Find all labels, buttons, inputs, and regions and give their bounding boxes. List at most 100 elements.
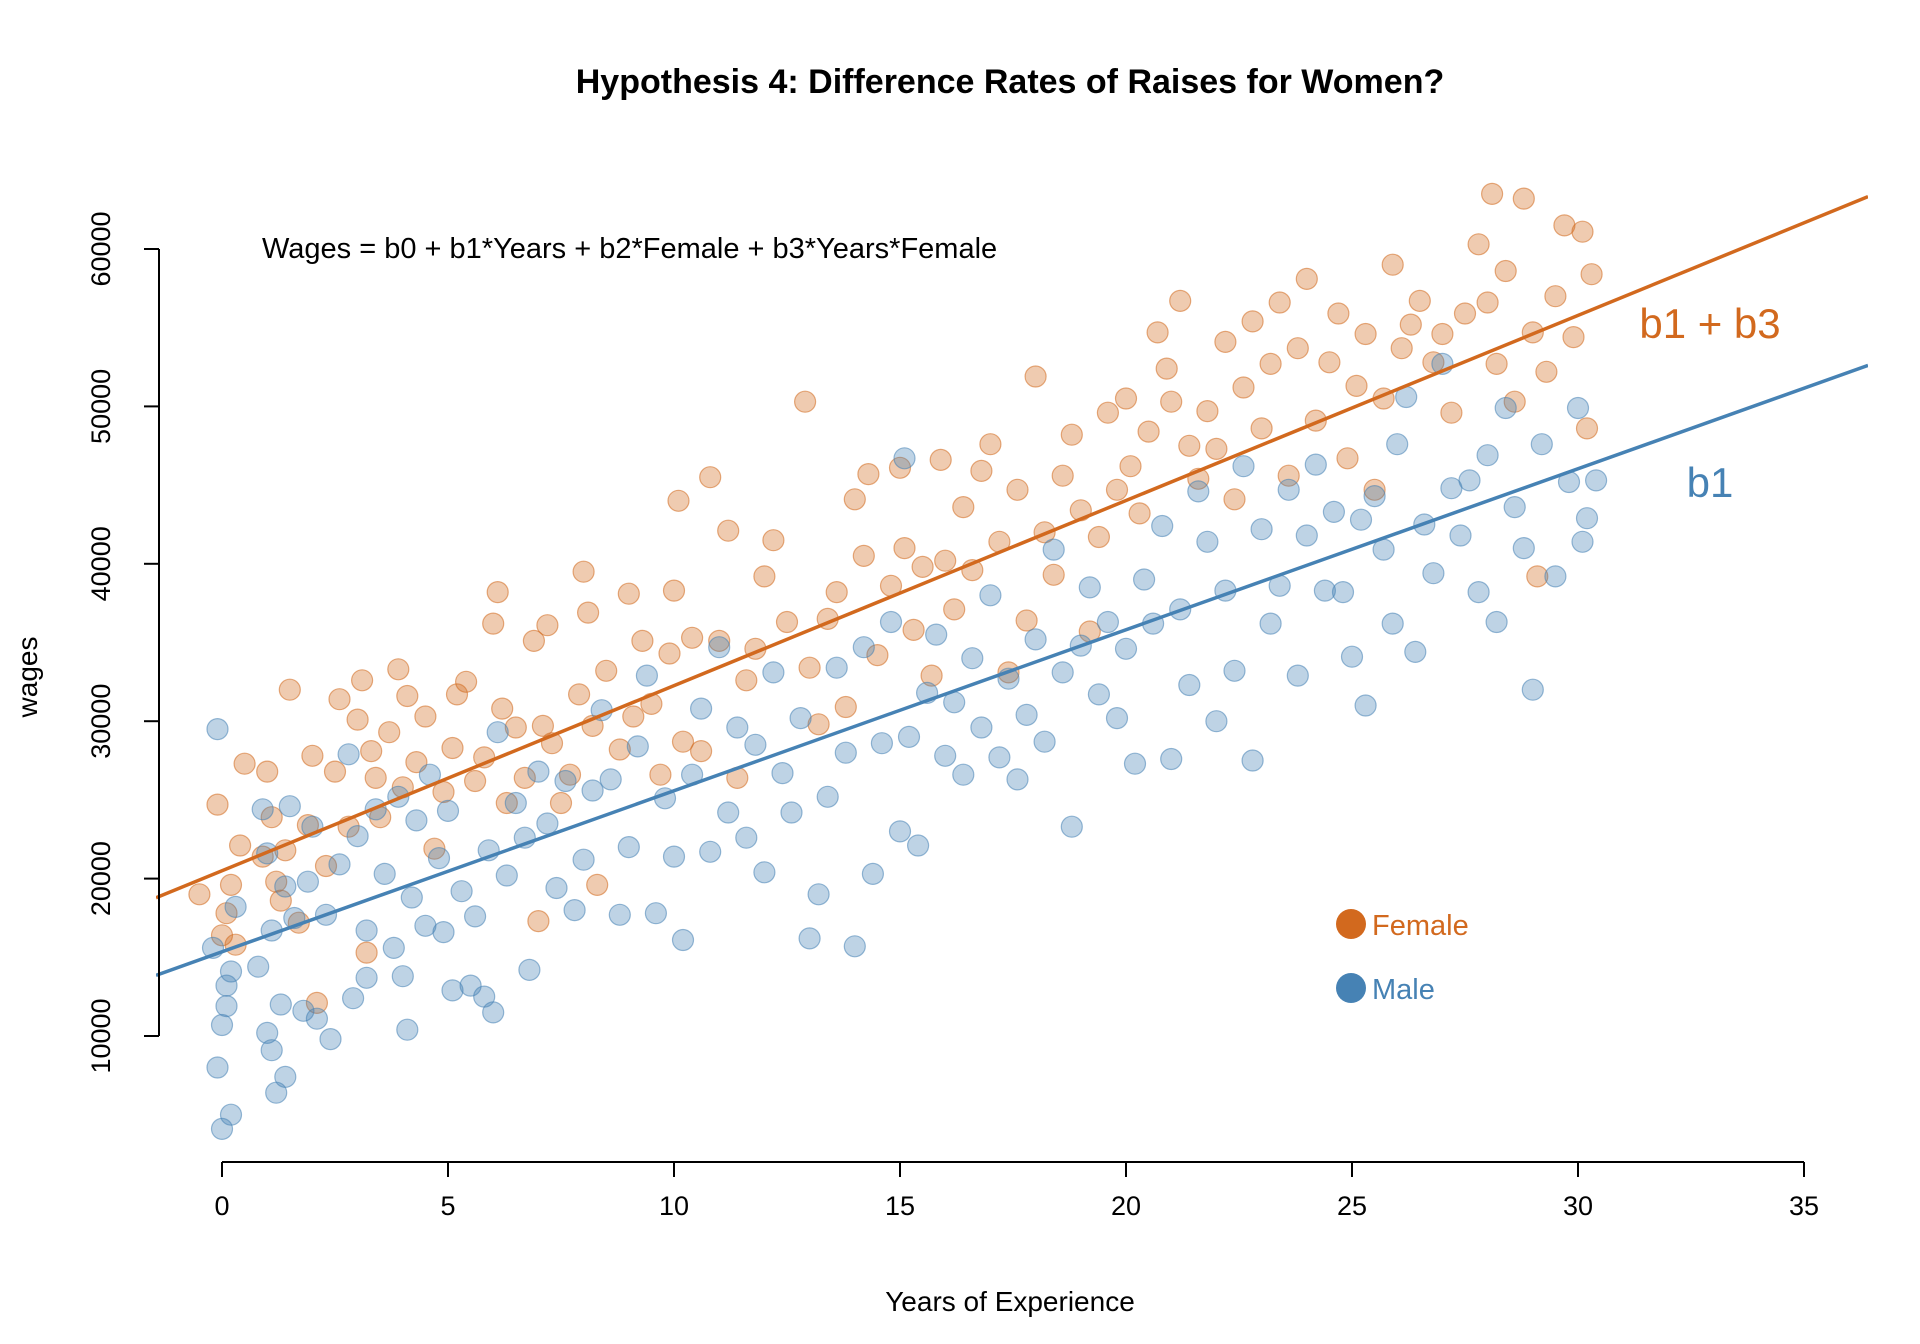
female-point	[1114, 387, 1138, 410]
female-point	[1024, 365, 1047, 388]
female-point	[762, 529, 785, 552]
male-point	[635, 664, 659, 687]
female-point	[952, 496, 975, 519]
female-point	[346, 708, 369, 731]
female-point	[1512, 187, 1535, 210]
male-point	[269, 993, 292, 1016]
female-point	[929, 448, 952, 471]
male-point	[1232, 455, 1255, 478]
female-point	[328, 688, 351, 711]
male-point	[1196, 530, 1219, 553]
female-point	[1431, 322, 1454, 346]
male-point	[599, 768, 622, 791]
female-point	[1096, 401, 1120, 424]
male-point	[337, 743, 360, 766]
male-point	[798, 927, 821, 950]
male-point	[807, 883, 830, 906]
female-point	[1137, 420, 1160, 443]
male-point	[436, 799, 460, 823]
legend-female-marker	[1336, 909, 1366, 939]
male-point	[1340, 645, 1364, 668]
female-point	[775, 610, 799, 634]
x-tick-label: 35	[1789, 1191, 1819, 1221]
male-point	[816, 785, 839, 808]
female-point	[188, 883, 211, 906]
female-point	[1494, 259, 1517, 283]
male-point	[527, 760, 550, 783]
female-point	[531, 714, 555, 738]
female-point	[219, 873, 243, 897]
male-point	[1566, 396, 1590, 420]
male-point	[735, 826, 758, 849]
male-point	[879, 610, 903, 634]
male-point	[1386, 433, 1409, 456]
female-point	[1336, 447, 1359, 470]
male-point	[1060, 815, 1083, 838]
male-point	[210, 1117, 234, 1141]
male-point	[925, 623, 948, 646]
male-point	[617, 835, 640, 859]
y-tick-label: 10000	[86, 998, 116, 1073]
x-tick-label: 30	[1563, 1191, 1593, 1221]
female-point	[1006, 478, 1029, 501]
male-point	[1295, 524, 1318, 547]
female-point	[1232, 376, 1255, 399]
female-point	[943, 598, 966, 621]
female-point	[1146, 321, 1169, 344]
male-point	[906, 834, 930, 857]
female-point	[504, 716, 527, 739]
male-point	[210, 1013, 234, 1037]
male-point	[717, 801, 740, 824]
male-point	[689, 697, 713, 720]
female-point	[1169, 289, 1192, 312]
female-point	[1196, 400, 1219, 423]
male-point	[1485, 610, 1508, 634]
female-point	[464, 769, 487, 793]
male-point	[1241, 749, 1264, 772]
y-tick-label: 60000	[86, 211, 116, 286]
female-point	[445, 683, 469, 706]
y-tick-label: 20000	[86, 841, 116, 916]
male-point	[464, 905, 487, 928]
male-point	[1512, 536, 1535, 560]
male-point	[1571, 530, 1594, 553]
male-point	[450, 880, 473, 903]
line-labels: b1 + b3 b1	[1639, 300, 1780, 506]
female-point	[793, 390, 817, 413]
x-tick-label: 5	[440, 1191, 455, 1221]
male-point	[1259, 612, 1282, 635]
male-point	[563, 898, 586, 922]
male-point	[1024, 628, 1047, 651]
male-point	[789, 706, 812, 730]
male-point	[495, 864, 518, 887]
male-point	[319, 1027, 342, 1051]
male-point	[1132, 568, 1156, 591]
male-point	[843, 935, 866, 958]
male-point	[219, 1103, 243, 1126]
female-point	[1467, 233, 1490, 256]
male-point	[1160, 747, 1183, 771]
female-point	[1562, 326, 1585, 349]
female-point	[1354, 322, 1377, 346]
female-point	[301, 744, 324, 767]
male-point	[1250, 518, 1273, 541]
female-point	[1295, 267, 1318, 290]
male-point	[1313, 579, 1337, 602]
male-point	[1584, 469, 1608, 492]
male-point	[699, 840, 722, 863]
male-point	[753, 861, 776, 884]
female-point	[1241, 310, 1264, 333]
female-point	[491, 697, 514, 720]
male-point	[961, 647, 984, 670]
male-point	[1467, 580, 1490, 604]
female-point	[1485, 352, 1508, 375]
male-point	[852, 636, 875, 659]
male-point	[206, 717, 229, 741]
female-point	[662, 579, 686, 602]
male-point	[1521, 678, 1544, 701]
female-point	[798, 656, 821, 679]
male-point	[1575, 507, 1599, 530]
female-point	[486, 580, 509, 604]
points-layer	[188, 182, 1608, 1141]
male-point	[825, 656, 848, 679]
